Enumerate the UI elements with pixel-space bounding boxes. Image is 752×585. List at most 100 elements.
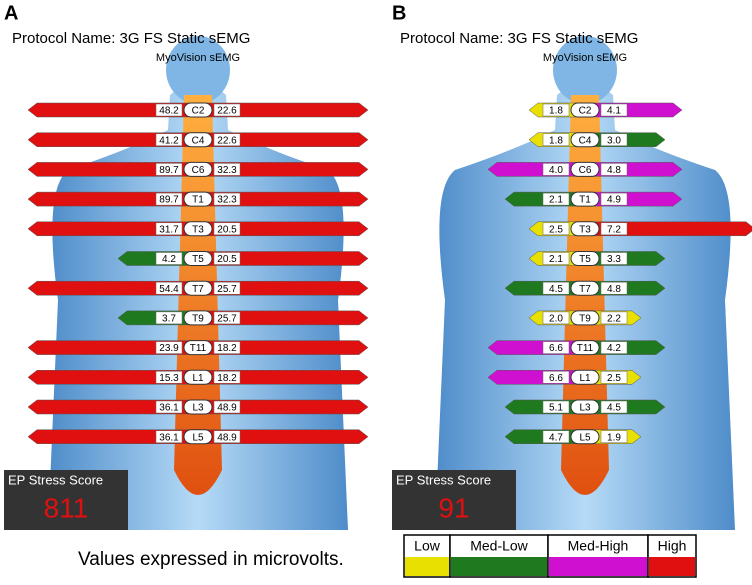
right-value: 4.9 bbox=[607, 195, 621, 206]
value-box bbox=[600, 133, 628, 146]
level-box bbox=[570, 399, 600, 415]
left-value: 36.1 bbox=[159, 432, 179, 443]
value-box bbox=[542, 371, 570, 384]
right-value: 3.0 bbox=[607, 135, 621, 146]
value-box bbox=[600, 222, 628, 236]
left-arrow bbox=[487, 370, 586, 385]
right-value: 4.8 bbox=[607, 165, 621, 176]
value-box bbox=[213, 133, 241, 146]
value-box bbox=[542, 222, 570, 236]
protocol-name: Protocol Name: 3G FS Static sEMG bbox=[400, 30, 638, 47]
panel: A Protocol Name: 3G FS Static sEMG MyoVisi… bbox=[4, 2, 374, 530]
level-label: T7 bbox=[579, 284, 591, 295]
level-box bbox=[183, 132, 213, 148]
value-box bbox=[600, 311, 628, 325]
level-label: T11 bbox=[577, 343, 594, 354]
level-label: T7 bbox=[192, 284, 204, 295]
value-box bbox=[600, 281, 628, 295]
value-box bbox=[213, 281, 241, 295]
device-name: MyoVision sEMG bbox=[543, 52, 627, 64]
right-value: 25.7 bbox=[217, 284, 237, 295]
legend-label: Med-Low bbox=[470, 538, 528, 554]
value-box bbox=[600, 400, 628, 414]
head bbox=[166, 36, 230, 104]
right-value: 4.2 bbox=[607, 343, 621, 354]
left-value: 2.1 bbox=[549, 195, 563, 206]
level-box bbox=[183, 369, 213, 385]
right-value: 48.9 bbox=[217, 403, 237, 414]
level-label: C6 bbox=[579, 165, 592, 176]
legend-swatch bbox=[405, 557, 449, 576]
right-value: 32.3 bbox=[217, 195, 237, 206]
value-box bbox=[213, 311, 241, 325]
left-value: 2.1 bbox=[549, 254, 563, 265]
level-label: T1 bbox=[192, 195, 204, 206]
level-label: C2 bbox=[579, 106, 592, 117]
value-box bbox=[155, 341, 183, 354]
left-value: 1.8 bbox=[549, 135, 563, 146]
level-label: T9 bbox=[192, 314, 204, 325]
left-value: 5.1 bbox=[549, 403, 563, 414]
level-label: T1 bbox=[579, 195, 591, 206]
level-label: C4 bbox=[192, 135, 205, 146]
level-label: C2 bbox=[192, 106, 205, 117]
value-box bbox=[213, 163, 241, 176]
score-label: EP Stress Score bbox=[8, 472, 103, 487]
value-box bbox=[213, 371, 241, 384]
right-arrow bbox=[584, 191, 683, 207]
left-arrow bbox=[487, 162, 586, 177]
note: Values expressed in microvolts. bbox=[78, 549, 344, 570]
level-box bbox=[183, 310, 213, 326]
value-box bbox=[213, 222, 241, 236]
level-box bbox=[183, 191, 213, 207]
level-box bbox=[183, 161, 213, 177]
legend-label: Med-High bbox=[568, 538, 629, 554]
value-box bbox=[155, 192, 183, 206]
level-box bbox=[183, 399, 213, 415]
value-box bbox=[542, 192, 570, 206]
value-box bbox=[542, 252, 570, 265]
score-value: 91 bbox=[438, 492, 469, 523]
level-label: C6 bbox=[192, 165, 205, 176]
value-box bbox=[155, 103, 183, 117]
level-box bbox=[570, 221, 600, 237]
right-value: 48.9 bbox=[217, 432, 237, 443]
level-box bbox=[570, 340, 600, 356]
panel-label: B bbox=[392, 2, 406, 24]
value-box bbox=[542, 400, 570, 414]
value-box bbox=[155, 222, 183, 236]
value-box bbox=[542, 311, 570, 325]
value-box bbox=[155, 252, 183, 265]
value-box bbox=[542, 133, 570, 146]
left-value: 2.5 bbox=[549, 224, 563, 235]
legend-label: High bbox=[658, 538, 687, 554]
level-label: L5 bbox=[579, 432, 591, 443]
level-label: L1 bbox=[579, 373, 591, 384]
level-box bbox=[570, 161, 600, 177]
right-arrow bbox=[584, 102, 683, 118]
legend-label: Low bbox=[414, 538, 441, 554]
right-value: 18.2 bbox=[217, 343, 237, 354]
value-box bbox=[600, 163, 628, 176]
right-arrow bbox=[584, 162, 683, 177]
level-box bbox=[183, 340, 213, 356]
legend-swatch bbox=[649, 557, 695, 576]
value-box bbox=[155, 400, 183, 414]
left-value: 89.7 bbox=[159, 195, 179, 206]
level-label: L3 bbox=[579, 403, 591, 414]
level-box bbox=[183, 429, 213, 445]
device-name: MyoVision sEMG bbox=[156, 52, 240, 64]
value-box bbox=[155, 281, 183, 295]
value-box bbox=[542, 341, 570, 354]
left-arrow bbox=[487, 340, 586, 355]
right-value: 3.3 bbox=[607, 254, 621, 265]
left-value: 4.2 bbox=[162, 254, 176, 265]
value-box bbox=[155, 371, 183, 384]
right-value: 22.6 bbox=[217, 106, 237, 117]
protocol-name: Protocol Name: 3G FS Static sEMG bbox=[12, 30, 250, 47]
left-value: 89.7 bbox=[159, 165, 179, 176]
value-box bbox=[155, 133, 183, 146]
left-value: 1.8 bbox=[549, 106, 563, 117]
score-label: EP Stress Score bbox=[396, 472, 491, 487]
